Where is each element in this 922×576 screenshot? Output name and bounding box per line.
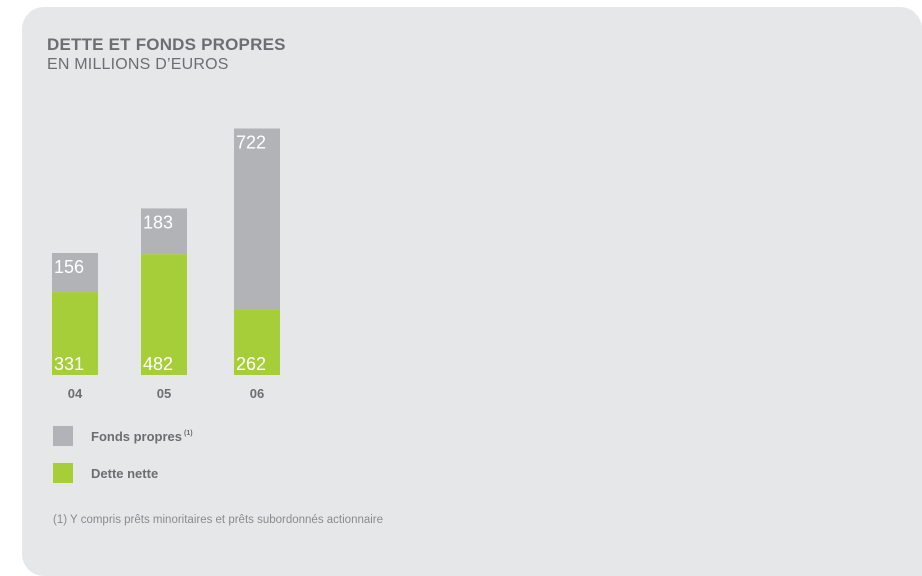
chart-subtitle: EN MILLIONS D’EUROS (47, 56, 229, 73)
chart-title: DETTE ET FONDS PROPRES (47, 35, 286, 54)
legend-item-fonds-propres: Fonds propres (1) (53, 426, 193, 446)
data-label-dette-nette-06: 262 (236, 354, 266, 374)
x-tick-label-05: 05 (157, 386, 171, 401)
x-tick-label-04: 04 (68, 386, 83, 401)
bar-fonds-propres-04 (52, 253, 98, 293)
data-label-dette-nette-04: 331 (54, 354, 84, 374)
x-tick-label-06: 06 (250, 386, 264, 401)
bar-dette-nette-06 (234, 309, 280, 375)
bar-fonds-propres-05 (141, 208, 187, 255)
bar-chart: 156 331 04 183 482 05 722 262 06 (52, 128, 280, 401)
legend-label-fonds-propres: Fonds propres (1) (91, 428, 193, 444)
data-label-fonds-propres-04: 156 (54, 257, 84, 277)
data-label-fonds-propres-05: 183 (143, 212, 173, 232)
data-label-dette-nette-05: 482 (143, 354, 173, 374)
legend-swatch-dette-nette (53, 463, 73, 483)
bar-dette-nette-05 (141, 254, 187, 375)
bar-fonds-propres-06 (234, 128, 280, 310)
legend-note-fonds-propres: (1) (184, 429, 193, 437)
legend-label-dette-nette: Dette nette (91, 465, 159, 481)
legend-item-dette-nette: Dette nette (53, 463, 158, 483)
bar-dette-nette-04 (52, 292, 98, 375)
footnote: (1) Y compris prêts minoritaires et prêt… (53, 514, 384, 526)
data-label-fonds-propres-06: 722 (236, 133, 266, 153)
legend-swatch-fonds-propres (53, 426, 73, 446)
